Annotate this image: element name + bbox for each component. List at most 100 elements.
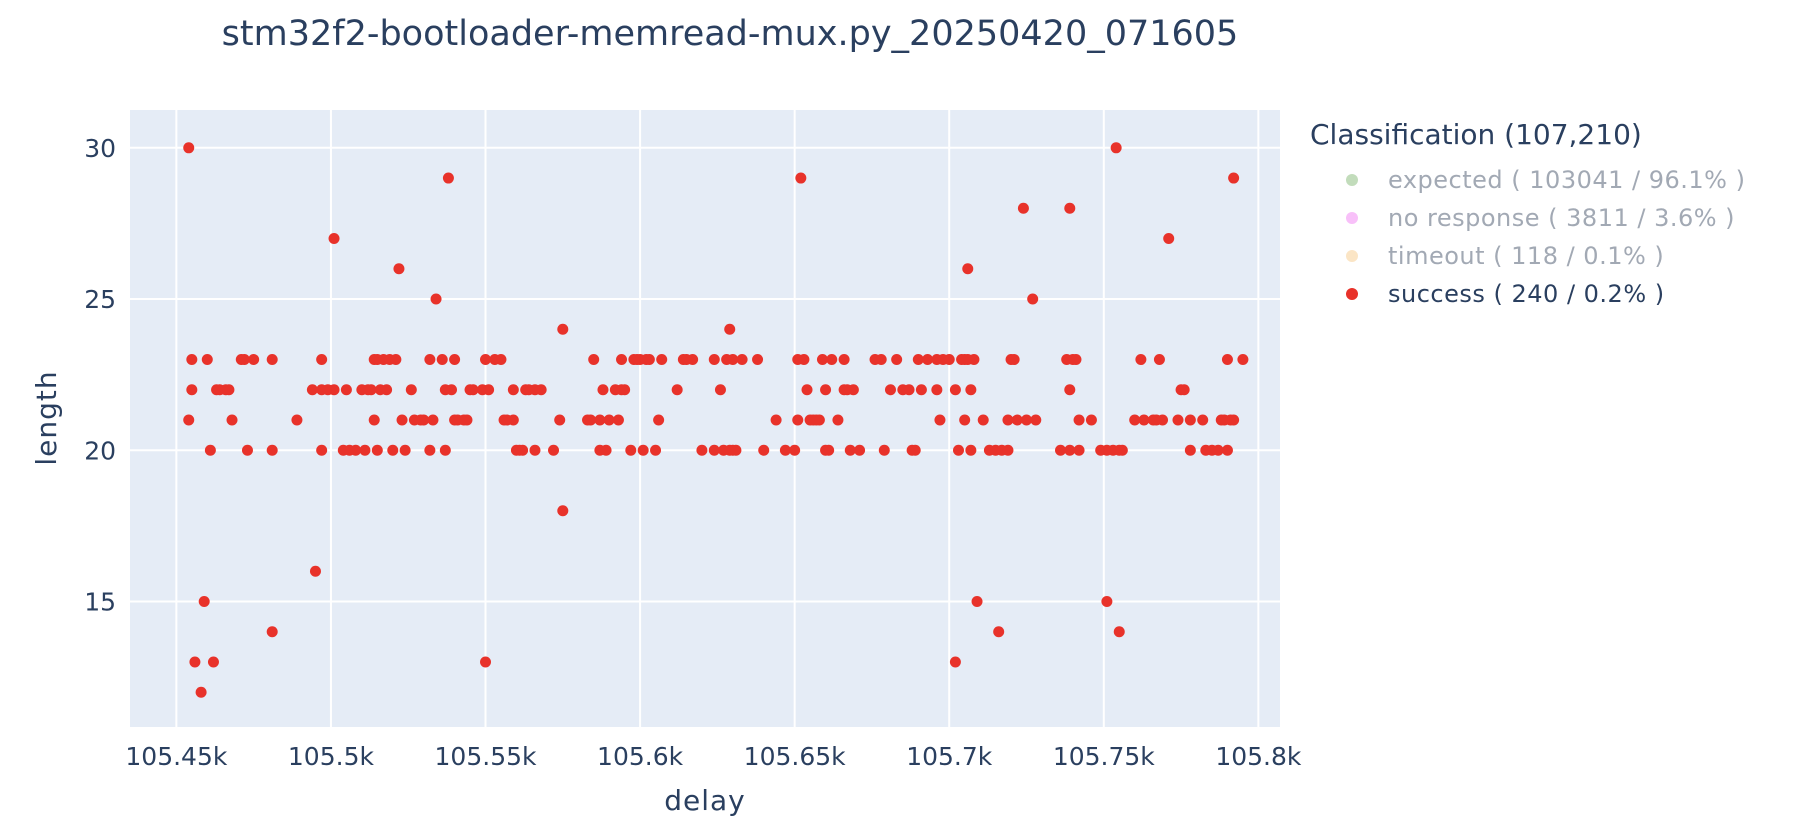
data-point[interactable]: [405, 384, 417, 396]
data-point[interactable]: [306, 384, 318, 396]
data-point[interactable]: [656, 354, 668, 366]
data-point[interactable]: [340, 384, 352, 396]
data-point[interactable]: [730, 444, 742, 456]
data-point[interactable]: [446, 384, 458, 396]
data-point[interactable]: [368, 414, 380, 426]
data-point[interactable]: [1228, 172, 1240, 184]
data-point[interactable]: [1129, 414, 1141, 426]
data-point[interactable]: [390, 354, 402, 366]
data-point[interactable]: [696, 444, 708, 456]
data-point[interactable]: [554, 414, 566, 426]
data-point[interactable]: [359, 444, 371, 456]
data-point[interactable]: [495, 354, 507, 366]
legend-item[interactable]: success ( 240 / 0.2% ): [1310, 275, 1745, 313]
data-point[interactable]: [965, 444, 977, 456]
data-point[interactable]: [387, 444, 399, 456]
data-point[interactable]: [838, 354, 850, 366]
data-point[interactable]: [529, 444, 541, 456]
data-point[interactable]: [1113, 626, 1125, 638]
data-point[interactable]: [909, 444, 921, 456]
data-point[interactable]: [186, 384, 198, 396]
data-point[interactable]: [266, 626, 278, 638]
data-point[interactable]: [328, 233, 340, 245]
data-point[interactable]: [603, 414, 615, 426]
data-point[interactable]: [507, 384, 519, 396]
data-point[interactable]: [1064, 384, 1076, 396]
data-point[interactable]: [1085, 414, 1097, 426]
data-point[interactable]: [878, 444, 890, 456]
data-point[interactable]: [1027, 293, 1039, 305]
data-point[interactable]: [507, 414, 519, 426]
data-point[interactable]: [965, 384, 977, 396]
data-point[interactable]: [442, 172, 454, 184]
data-point[interactable]: [1221, 444, 1233, 456]
data-point[interactable]: [708, 354, 720, 366]
data-point[interactable]: [949, 384, 961, 396]
data-point[interactable]: [189, 656, 201, 668]
data-point[interactable]: [1138, 414, 1150, 426]
data-point[interactable]: [238, 354, 250, 366]
data-point[interactable]: [183, 142, 195, 154]
data-point[interactable]: [424, 444, 436, 456]
data-point[interactable]: [770, 414, 782, 426]
data-point[interactable]: [594, 414, 606, 426]
data-point[interactable]: [1163, 233, 1175, 245]
data-point[interactable]: [758, 444, 770, 456]
legend-item[interactable]: expected ( 103041 / 96.1% ): [1310, 161, 1745, 199]
data-point[interactable]: [1008, 354, 1020, 366]
data-point[interactable]: [891, 354, 903, 366]
data-point[interactable]: [625, 444, 637, 456]
data-point[interactable]: [915, 384, 927, 396]
data-point[interactable]: [1116, 444, 1128, 456]
data-point[interactable]: [418, 414, 430, 426]
data-point[interactable]: [483, 384, 495, 396]
data-point[interactable]: [291, 414, 303, 426]
data-point[interactable]: [198, 595, 210, 607]
data-point[interactable]: [619, 384, 631, 396]
data-point[interactable]: [201, 354, 213, 366]
data-point[interactable]: [461, 414, 473, 426]
data-point[interactable]: [1228, 414, 1240, 426]
data-point[interactable]: [1064, 444, 1076, 456]
data-point[interactable]: [195, 686, 207, 698]
data-point[interactable]: [959, 414, 971, 426]
data-point[interactable]: [1002, 444, 1014, 456]
data-point[interactable]: [820, 384, 832, 396]
data-point[interactable]: [316, 354, 328, 366]
data-point[interactable]: [1212, 444, 1224, 456]
data-point[interactable]: [396, 414, 408, 426]
data-point[interactable]: [616, 354, 628, 366]
data-point[interactable]: [309, 565, 321, 577]
data-point[interactable]: [1135, 354, 1147, 366]
data-point[interactable]: [724, 323, 736, 335]
data-point[interactable]: [971, 595, 983, 607]
data-point[interactable]: [968, 354, 980, 366]
data-point[interactable]: [875, 354, 887, 366]
data-point[interactable]: [393, 263, 405, 275]
data-point[interactable]: [1064, 202, 1076, 214]
data-point[interactable]: [847, 384, 859, 396]
data-point[interactable]: [977, 414, 989, 426]
data-point[interactable]: [226, 414, 238, 426]
data-point[interactable]: [816, 354, 828, 366]
data-point[interactable]: [922, 354, 934, 366]
data-point[interactable]: [789, 444, 801, 456]
data-point[interactable]: [1172, 414, 1184, 426]
data-point[interactable]: [844, 444, 856, 456]
data-point[interactable]: [365, 384, 377, 396]
data-point[interactable]: [517, 444, 529, 456]
data-point[interactable]: [952, 444, 964, 456]
data-point[interactable]: [714, 384, 726, 396]
legend-item[interactable]: timeout ( 118 / 0.1% ): [1310, 237, 1745, 275]
data-point[interactable]: [350, 444, 362, 456]
data-point[interactable]: [436, 354, 448, 366]
data-point[interactable]: [643, 354, 655, 366]
data-point[interactable]: [884, 384, 896, 396]
data-point[interactable]: [1110, 142, 1122, 154]
data-point[interactable]: [671, 384, 683, 396]
data-point[interactable]: [1021, 414, 1033, 426]
data-point[interactable]: [399, 444, 411, 456]
data-point[interactable]: [1017, 202, 1029, 214]
data-point[interactable]: [266, 354, 278, 366]
